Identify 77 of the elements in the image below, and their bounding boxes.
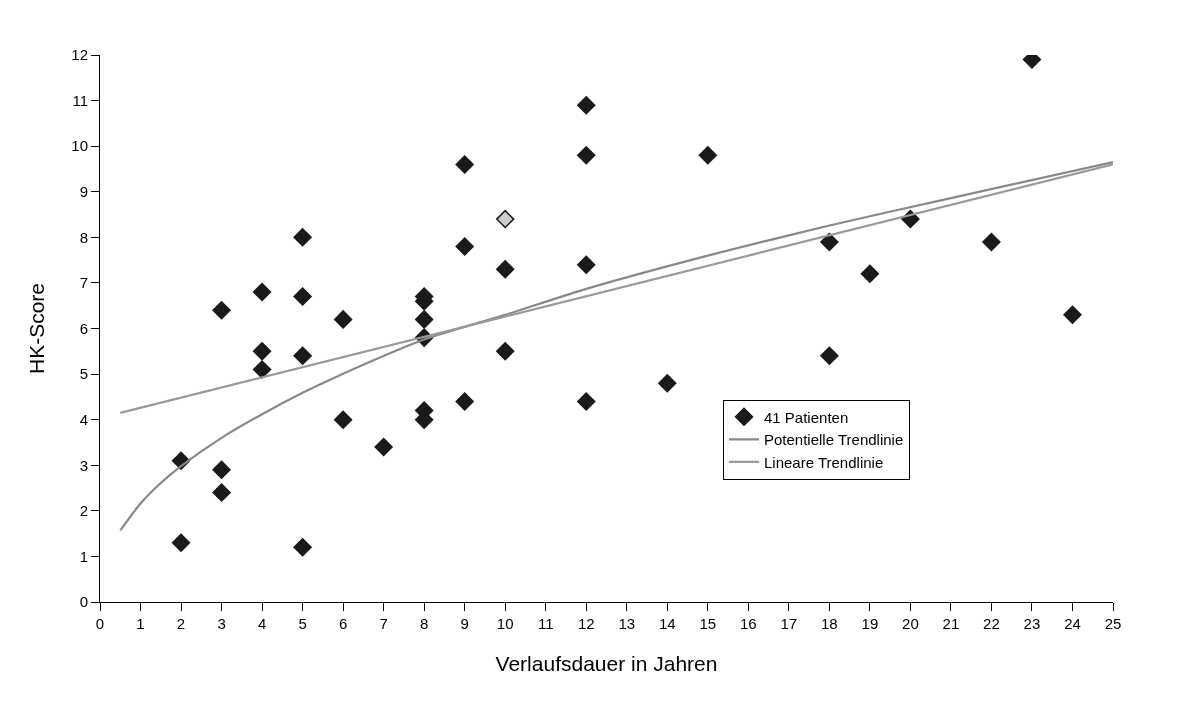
legend-label: 41 Patienten	[763, 408, 849, 426]
y-tick-label: 10	[71, 137, 88, 155]
x-tick-label: 8	[419, 615, 429, 632]
x-tick-label: 19	[861, 615, 879, 632]
y-tick-label: 3	[79, 456, 88, 474]
y-tick-label: 0	[79, 593, 88, 611]
y-tick-label: 4	[79, 410, 88, 428]
point	[414, 310, 434, 329]
legend-label: Lineare Trendlinie	[763, 453, 884, 471]
y-tick-label: 7	[79, 274, 88, 292]
point	[577, 146, 596, 165]
y-tick-label: 1	[79, 547, 88, 565]
point	[455, 392, 474, 411]
x-tick-label: 14	[658, 615, 676, 632]
point	[982, 232, 1001, 252]
point	[333, 310, 353, 329]
y-tick-label: 12	[71, 46, 88, 64]
point	[212, 301, 231, 320]
y-tick-label: 5	[79, 365, 88, 383]
x-tick-label: 17	[780, 615, 798, 632]
point	[496, 209, 515, 229]
x-tick-label: 21	[942, 615, 960, 632]
point	[252, 360, 272, 379]
point	[496, 342, 515, 361]
point	[455, 155, 474, 174]
point	[171, 533, 191, 552]
x-tick-label: 22	[983, 615, 1000, 632]
point	[860, 264, 880, 283]
point	[293, 538, 312, 557]
y-tick-label: 6	[79, 319, 88, 337]
point	[293, 346, 312, 366]
x-tick-label: 18	[821, 615, 838, 632]
point	[252, 342, 272, 361]
x-tick-label: 23	[1023, 615, 1041, 632]
point	[698, 146, 717, 165]
x-tick-label: 4	[257, 615, 267, 632]
y-tick-label: 9	[79, 183, 88, 200]
x-axis-title: Verlaufsdauer in Jahren	[495, 652, 718, 676]
point	[1063, 305, 1082, 325]
x-tick-label: 12	[577, 615, 595, 632]
point	[496, 260, 515, 279]
point	[455, 237, 474, 256]
x-tick-label: 15	[699, 615, 717, 632]
x-tick-label: 3	[217, 615, 226, 632]
x-tick-label: 5	[298, 615, 307, 632]
point	[333, 410, 353, 429]
y-tick-label: 8	[79, 228, 88, 246]
point	[293, 287, 312, 306]
x-tick-label: 20	[902, 615, 919, 632]
point	[212, 483, 231, 502]
x-tick-label: 25	[1104, 615, 1122, 632]
point	[658, 374, 677, 393]
point	[252, 282, 272, 302]
y-tick-label: 11	[72, 91, 88, 109]
x-tick-label: 9	[460, 615, 469, 632]
x-tick-label: 10	[496, 615, 514, 632]
point	[577, 95, 596, 115]
y-axis-title: HK-Score	[25, 282, 49, 375]
point	[374, 437, 393, 457]
line-series	[119, 161, 1113, 532]
x-tick-label: 11	[537, 615, 554, 632]
x-tick-label: 16	[739, 615, 757, 632]
x-tick-label: 24	[1064, 615, 1081, 632]
point	[577, 255, 596, 274]
point	[820, 346, 839, 366]
x-tick-label: 2	[176, 615, 186, 632]
legend-label: Potentielle Trendlinie	[763, 431, 904, 449]
x-tick-label: 1	[136, 615, 145, 632]
x-tick-label: 7	[379, 615, 388, 632]
point	[293, 228, 312, 247]
point	[577, 392, 596, 411]
x-tick-label: 13	[618, 615, 636, 632]
x-tick-label: 6	[338, 615, 348, 632]
point	[820, 232, 839, 252]
y-tick-label: 2	[79, 502, 88, 520]
point	[212, 460, 231, 480]
x-tick-label: 0	[95, 615, 105, 632]
